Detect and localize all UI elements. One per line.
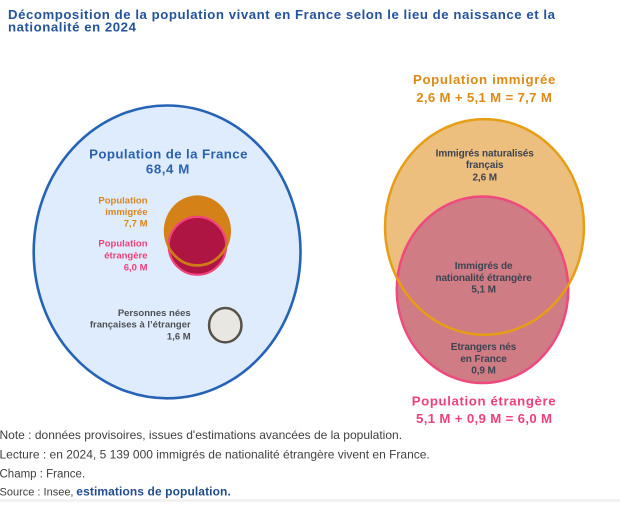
svg-text:7,7 M: 7,7 M — [124, 218, 148, 229]
svg-text:Lecture : en 2024, 5 139 000 i: Lecture : en 2024, 5 139 000 immigrés de… — [0, 447, 430, 461]
svg-text:Source : Insee,: Source : Insee, — [0, 487, 74, 499]
svg-text:68,4 M: 68,4 M — [146, 162, 190, 177]
svg-text:Population de la France: Population de la France — [89, 147, 248, 162]
svg-text:Population: Population — [98, 196, 147, 207]
svg-text:Champ : France.: Champ : France. — [0, 469, 85, 481]
svg-text:Personnes nées: Personnes nées — [118, 308, 191, 319]
svg-text:nationalité étrangère: nationalité étrangère — [435, 273, 532, 284]
svg-text:Note : données provisoires, is: Note : données provisoires, issues d'est… — [0, 428, 402, 442]
svg-text:estimations de population.: estimations de population. — [76, 485, 231, 499]
svg-text:5,1 M: 5,1 M — [471, 284, 496, 295]
svg-text:2,6 M + 5,1 M = 7,7 M: 2,6 M + 5,1 M = 7,7 M — [416, 90, 552, 105]
svg-text:5,1 M + 0,9 M = 6,0 M: 5,1 M + 0,9 M = 6,0 M — [416, 411, 552, 426]
svg-text:0,9 M: 0,9 M — [471, 366, 496, 377]
svg-text:français: français — [466, 160, 504, 171]
svg-text:6,0 M: 6,0 M — [124, 263, 148, 274]
svg-text:en France: en France — [460, 354, 507, 365]
svg-text:2,6 M: 2,6 M — [472, 173, 497, 184]
svg-text:Décomposition de la population: Décomposition de la population vivant en… — [8, 7, 556, 22]
svg-text:immigrée: immigrée — [105, 207, 147, 218]
svg-text:Population immigrée: Population immigrée — [413, 72, 556, 87]
svg-text:Population: Population — [98, 239, 147, 250]
svg-text:nationalité en 2024: nationalité en 2024 — [8, 20, 137, 35]
svg-text:Immigrés de: Immigrés de — [455, 261, 513, 272]
svg-text:Etrangers nés: Etrangers nés — [451, 342, 517, 353]
svg-text:1,6 M: 1,6 M — [167, 332, 191, 343]
svg-text:Population étrangère: Population étrangère — [412, 393, 557, 408]
svg-text:Immigrés naturalisés: Immigrés naturalisés — [436, 148, 535, 159]
svg-text:étrangère: étrangère — [104, 251, 147, 262]
svg-text:françaises à l’étranger: françaises à l’étranger — [90, 320, 191, 331]
